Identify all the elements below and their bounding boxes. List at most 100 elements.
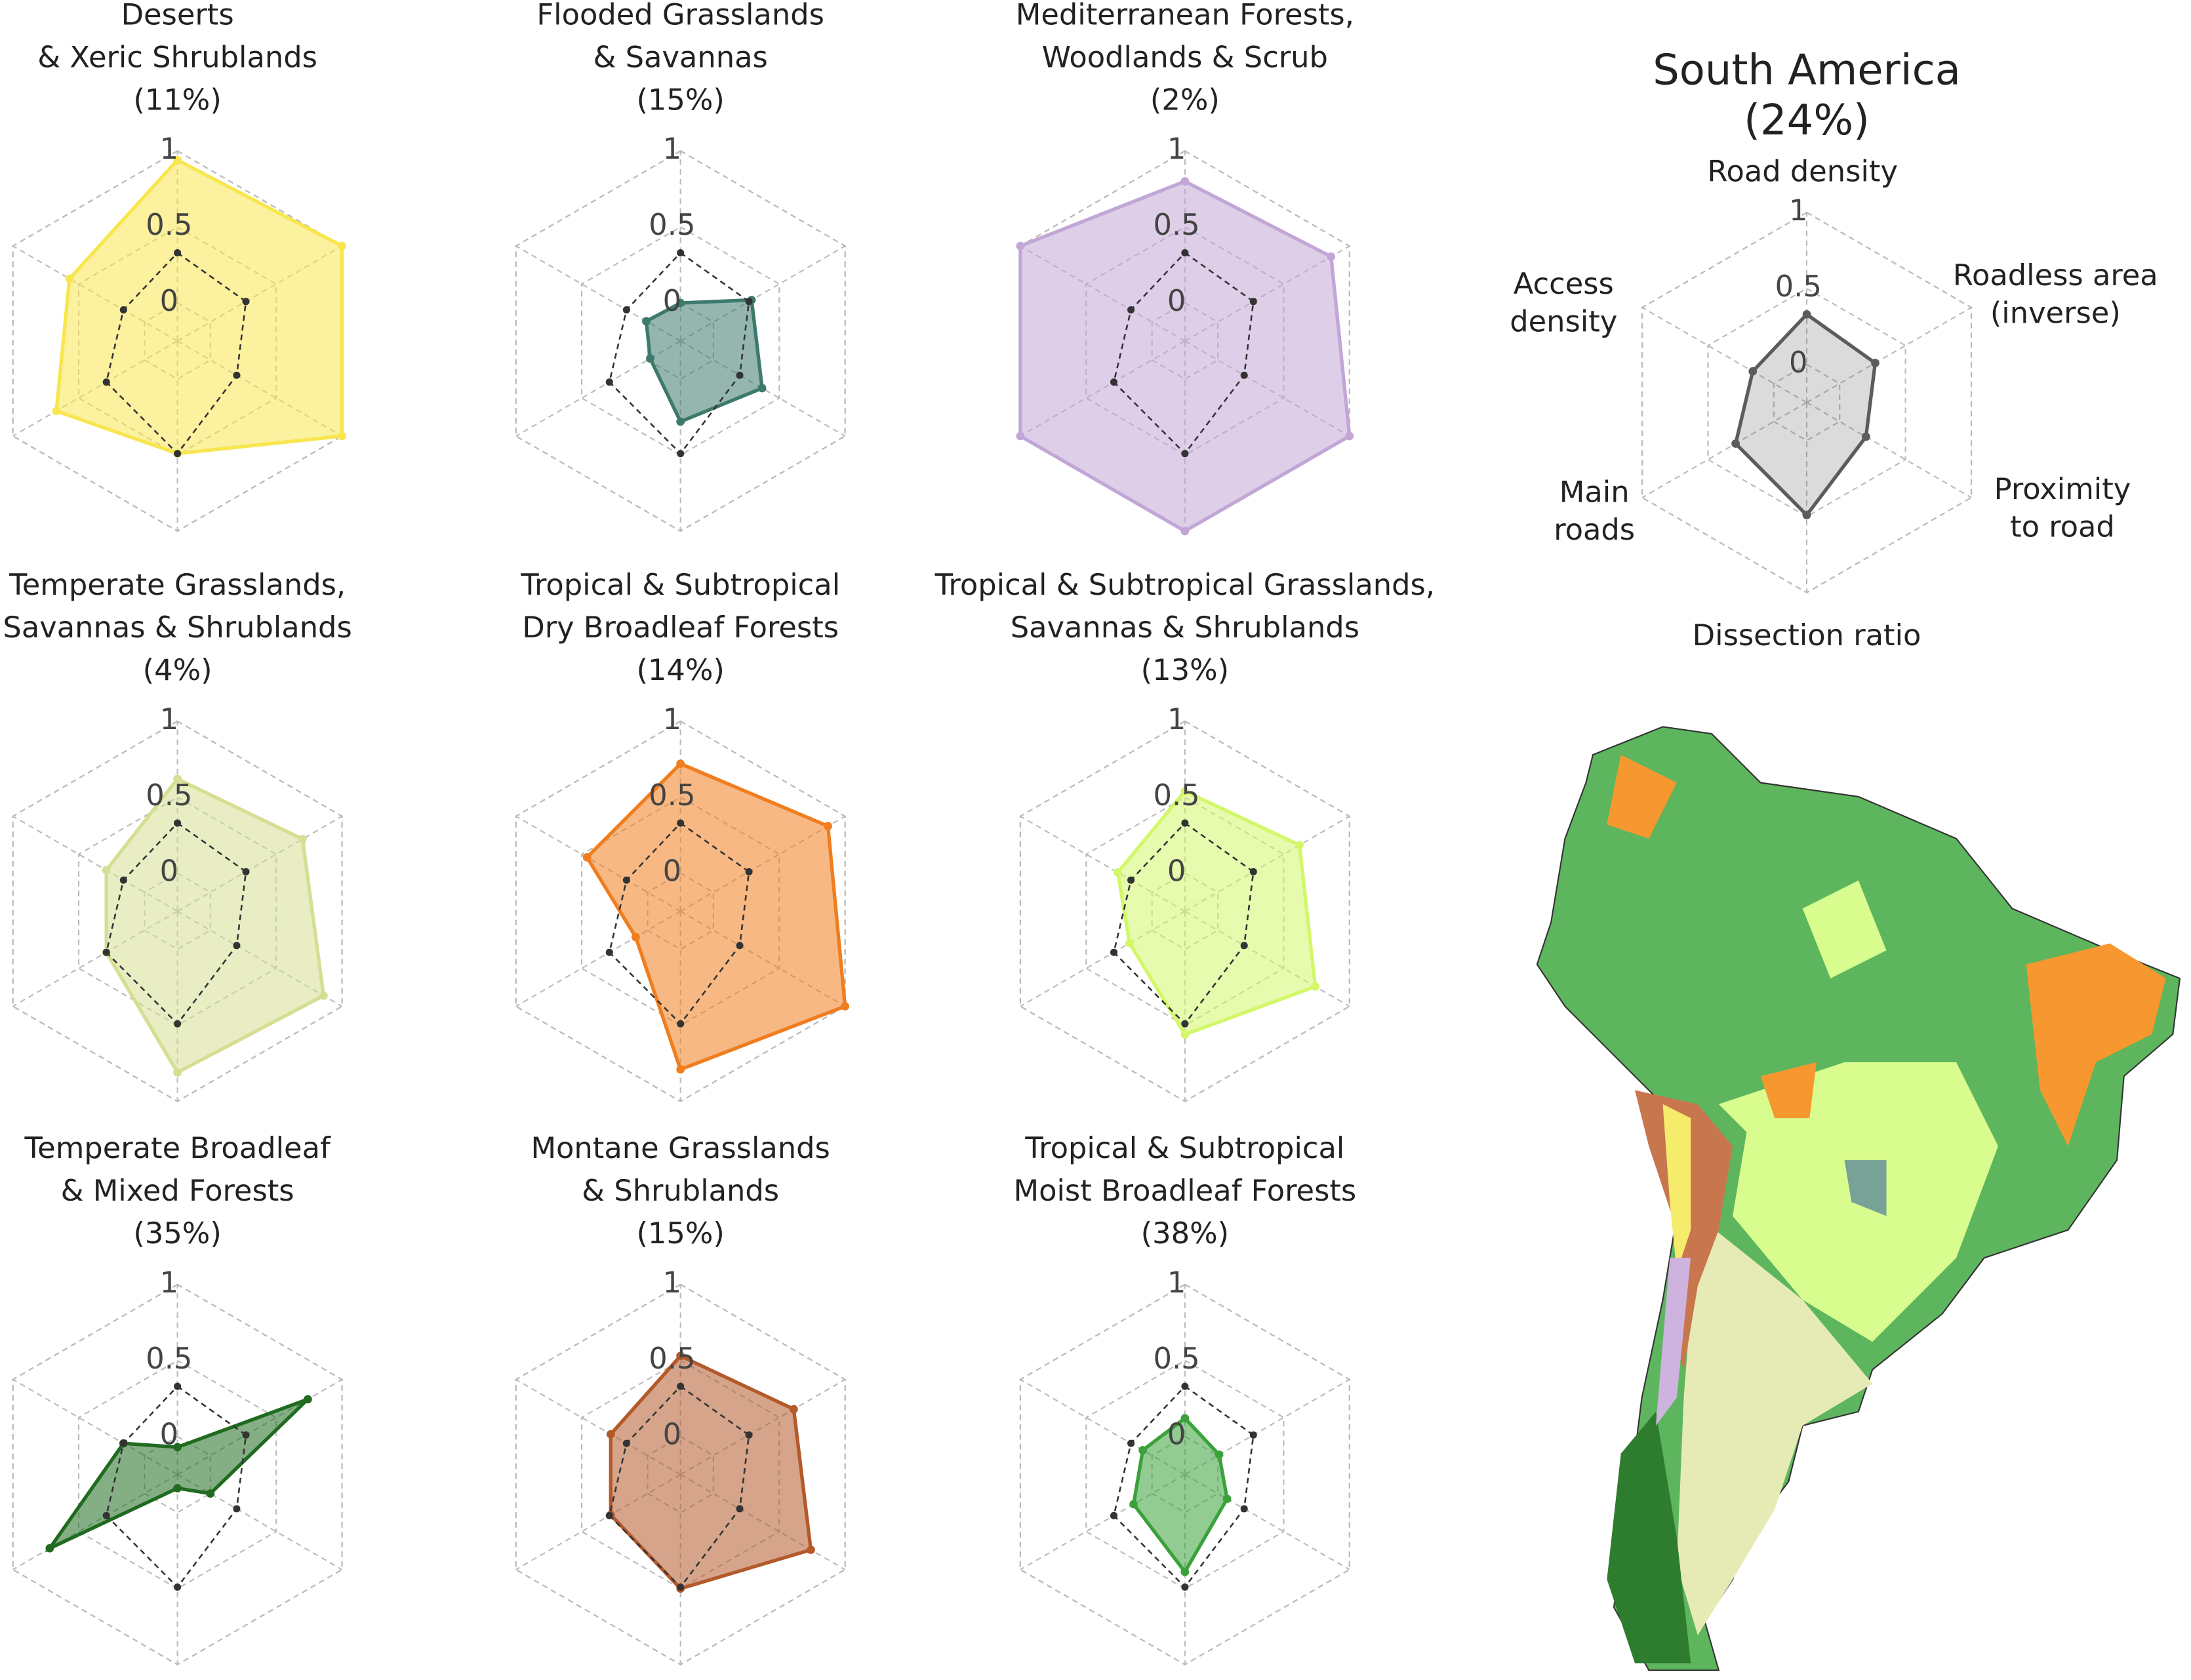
point: [1871, 359, 1879, 367]
area: [54, 157, 344, 456]
point: [173, 1484, 182, 1492]
grid-ring: [1019, 1283, 1350, 1666]
point: [1240, 1505, 1248, 1513]
grid-ring: [581, 1359, 780, 1590]
map-region: [1676, 1216, 1873, 1635]
axis-label: (inverse): [1990, 296, 2121, 330]
point: [622, 876, 630, 884]
point: [65, 274, 74, 283]
chart-title: Temperate Broadleaf: [24, 1130, 331, 1165]
grid-ring: [515, 150, 846, 532]
point: [173, 1068, 182, 1077]
point: [1180, 1567, 1190, 1576]
point: [1110, 948, 1117, 956]
point: [1127, 876, 1135, 884]
chart-title: Dry Broadleaf Forests: [522, 610, 839, 645]
point: [676, 1065, 685, 1074]
point: [1127, 306, 1135, 314]
point: [102, 1511, 110, 1519]
grid-ring: [1085, 1359, 1285, 1590]
chart-title: Temperate Grasslands,: [9, 567, 346, 602]
point: [677, 450, 685, 458]
r-tick-label: 1: [160, 131, 178, 166]
point: [45, 1544, 54, 1553]
grid-ring: [515, 720, 846, 1102]
grid-ring: [12, 1283, 343, 1666]
point: [745, 298, 753, 306]
r-tick-label: 0.5: [1154, 207, 1200, 242]
grid-ring: [77, 1359, 277, 1590]
point: [605, 948, 613, 956]
r-tick-label: 0.5: [649, 778, 695, 812]
r-tick-label: 1: [663, 702, 681, 736]
point: [1181, 450, 1189, 458]
point: [233, 1505, 241, 1513]
point: [338, 431, 346, 441]
chart-subtitle: (35%): [133, 1216, 221, 1250]
chart-title: Mediterranean Forests,: [1016, 0, 1354, 32]
point: [1802, 310, 1811, 319]
point: [1240, 371, 1248, 379]
point: [745, 868, 753, 875]
point: [174, 1583, 182, 1591]
point: [605, 1511, 613, 1519]
chart-title: Savannas & Shrublands: [1011, 610, 1359, 645]
point: [174, 1382, 182, 1390]
chart-title: & Savannas: [593, 40, 768, 75]
map-region: [1844, 1160, 1887, 1216]
chart-title: Woodlands & Scrub: [1042, 40, 1328, 75]
map-region: [1607, 1411, 1691, 1664]
area: [644, 298, 765, 424]
point: [1114, 868, 1122, 877]
point: [173, 774, 182, 784]
point: [622, 1439, 630, 1447]
r-tick-label: 0.5: [649, 1341, 695, 1376]
point: [1731, 439, 1740, 448]
r-tick-label: 1: [1167, 1265, 1186, 1300]
point: [173, 1443, 182, 1452]
point: [642, 317, 651, 326]
r-tick-label: 0: [663, 283, 681, 318]
grid-ring: [1773, 363, 1841, 442]
point: [1181, 1583, 1189, 1591]
point: [206, 1489, 215, 1498]
point: [233, 942, 241, 950]
grid-ring: [581, 796, 780, 1026]
r-tick-label: 1: [1167, 131, 1186, 166]
point: [119, 876, 127, 884]
point: [676, 759, 685, 769]
axis-label: to road: [2010, 510, 2115, 544]
point: [677, 1382, 685, 1390]
point: [242, 868, 250, 875]
chart-subtitle: (24%): [1744, 96, 1870, 145]
point: [1016, 241, 1025, 250]
point: [1215, 1450, 1224, 1459]
point: [303, 1395, 312, 1404]
point: [1180, 527, 1190, 536]
axis-label: Dissection ratio: [1693, 618, 1921, 652]
map-region: [1655, 1258, 1691, 1426]
map-region: [1607, 754, 1677, 839]
chart-title: Deserts: [121, 0, 234, 32]
axis-label: Road density: [1707, 153, 1898, 188]
point: [841, 1002, 850, 1011]
point: [757, 384, 767, 393]
r-tick-label: 1: [1167, 702, 1186, 736]
chart-subtitle: (38%): [1141, 1216, 1229, 1250]
point: [789, 1405, 798, 1414]
point: [1138, 1446, 1148, 1454]
point: [1110, 378, 1117, 386]
axis-label: Main: [1559, 474, 1630, 509]
point: [736, 942, 744, 950]
point: [632, 932, 640, 942]
map: [1536, 726, 2181, 1671]
grid-ring: [12, 720, 343, 1102]
r-tick-label: 0: [663, 1417, 681, 1452]
r-tick-label: 0: [1167, 283, 1186, 318]
point: [676, 1351, 685, 1361]
point: [233, 371, 241, 379]
point: [1180, 1030, 1190, 1039]
chart-title: South America: [1653, 46, 1961, 94]
area: [1116, 789, 1317, 1037]
